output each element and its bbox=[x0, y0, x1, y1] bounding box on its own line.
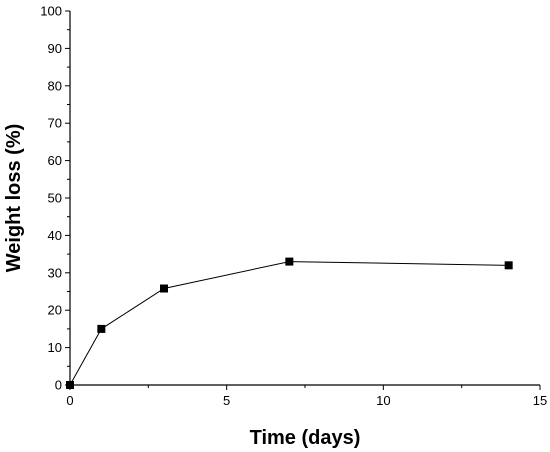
y-tick-label: 10 bbox=[48, 340, 62, 355]
axes: 0 10 20 30 40 50 60 70 80 90 100 0 5 10 15 bbox=[40, 4, 547, 409]
y-tick-label: 50 bbox=[48, 191, 62, 206]
y-tick-label: 70 bbox=[48, 116, 62, 131]
data-point bbox=[160, 284, 168, 293]
y-tick-label: 100 bbox=[40, 4, 62, 19]
x-tick-label: 10 bbox=[376, 393, 390, 408]
series-layer bbox=[66, 257, 513, 389]
y-tick-label: 20 bbox=[48, 303, 62, 318]
data-point bbox=[504, 261, 513, 270]
y-tick-label: 30 bbox=[48, 265, 62, 280]
y-axis-title: Weight loss (%) bbox=[3, 124, 25, 273]
x-tick-label: 15 bbox=[533, 393, 547, 408]
data-point bbox=[285, 257, 294, 266]
y-tick-label: 90 bbox=[48, 41, 62, 56]
y-tick-label: 60 bbox=[48, 153, 62, 168]
data-point bbox=[97, 324, 106, 333]
x-axis-title: Time (days) bbox=[250, 427, 361, 449]
data-point bbox=[66, 381, 74, 389]
x-tick-label: 5 bbox=[223, 393, 230, 408]
y-tick-label: 40 bbox=[48, 228, 62, 243]
y-tick-label: 0 bbox=[55, 378, 62, 393]
y-tick-label: 80 bbox=[48, 78, 62, 93]
x-tick-label: 0 bbox=[66, 393, 73, 408]
series-line bbox=[69, 261, 509, 386]
